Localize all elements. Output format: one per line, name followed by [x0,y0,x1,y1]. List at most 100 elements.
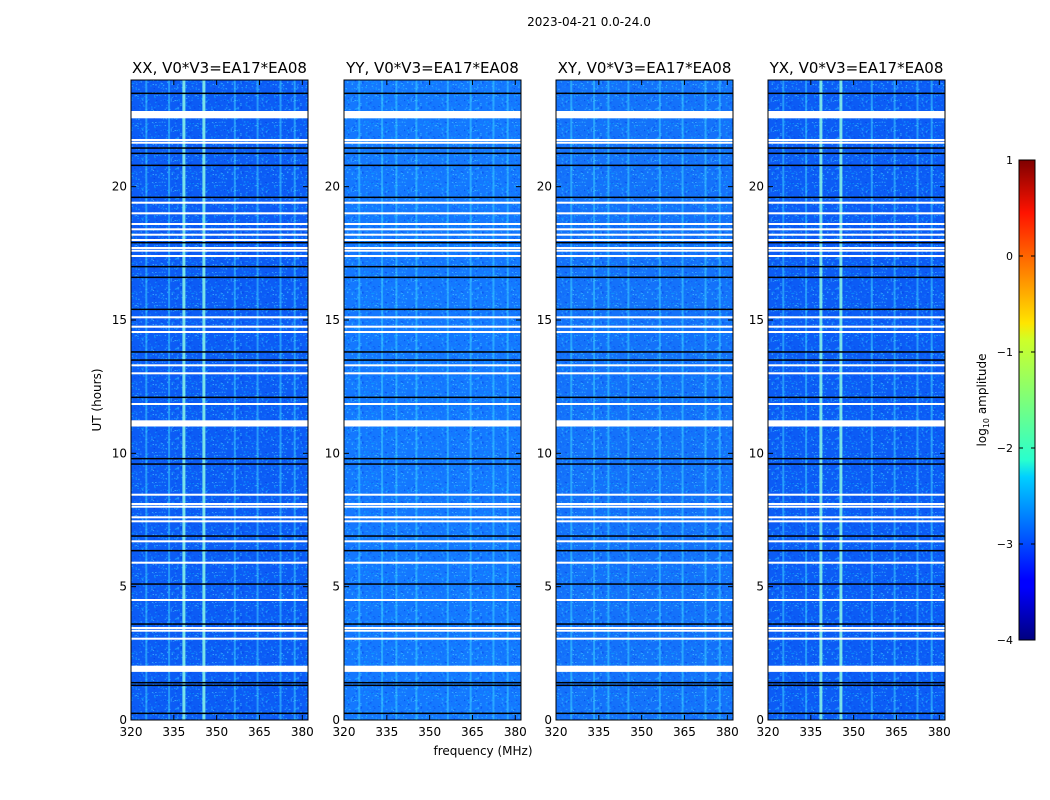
flagged-row [131,212,308,215]
y-tick-label: 15 [112,313,127,327]
rfi-streak [893,80,896,720]
colorbar-ticks: 1 0 −1 −2 −3 −4 [997,154,1035,647]
rfi-streak [256,80,259,720]
dark-row [344,196,521,199]
flagged-row [768,599,945,601]
dark-row [768,351,945,353]
x-tick-label: 365 [673,725,696,739]
flagged-row [131,421,308,427]
rfi-streak [916,80,919,720]
flagged-row [131,316,308,319]
flagged-row [556,665,733,668]
x-tick-label: 335 [375,725,398,739]
flagged-row [131,116,308,119]
dark-row [556,359,733,361]
flagged-row [344,212,521,215]
flagged-row [131,141,308,144]
dark-row [768,164,945,167]
flagged-row [556,561,733,564]
x-tick-label: 365 [885,725,908,739]
flagged-row [344,201,521,204]
dark-row [131,308,308,311]
flagged-row [556,520,733,523]
y-tick-label: 20 [749,180,764,194]
flagged-row [768,493,945,496]
y-tick-label: 10 [325,446,340,460]
y-tick-label: 5 [544,580,552,594]
flagged-row [131,540,308,543]
flagged-row [556,629,733,632]
dark-row [131,265,308,268]
dark-row [344,583,521,585]
y-tick-label: 0 [756,713,764,727]
flagged-row [768,325,945,328]
flagged-row [344,540,521,543]
x-tick-label: 350 [842,725,865,739]
flagged-row [131,420,308,423]
colorbar-tick-label: 0 [1006,250,1013,263]
flagged-row [344,516,521,519]
rfi-streak [870,80,873,720]
dark-row [768,623,945,625]
rfi-streak [446,80,449,720]
rfi-streak [839,80,843,720]
panel-frame [555,79,734,721]
flagged-row [131,503,308,505]
flagged-row [768,420,945,423]
flagged-row [768,228,945,231]
colorbar: 10−1−2−3−4 log10 amplitude [975,154,1036,647]
dark-row [768,457,945,460]
rfi-streak [930,80,933,720]
y-tick-label: 0 [119,713,127,727]
x-tick-label: 320 [120,725,143,739]
flagged-row [768,112,945,118]
dark-row [344,684,521,687]
dark-row [344,535,521,537]
flagged-row [556,666,733,672]
y-tick-label: 20 [537,180,552,194]
y-tick-label: 10 [749,446,764,460]
flagged-row [768,665,945,668]
flagged-row [131,665,308,668]
dark-row [556,583,733,585]
dark-row [768,92,945,95]
dark-row [768,463,945,465]
flagged-row [556,505,733,508]
rfi-streak [627,80,630,720]
flagged-row [344,665,521,668]
x-tick-label: 320 [333,725,356,739]
colorbar-tick-label: −1 [997,346,1013,359]
flagged-row [768,505,945,508]
flagged-row [768,116,945,119]
flagged-row [556,316,733,319]
dark-row [344,549,521,552]
flagged-row [131,403,308,405]
flagged-row [344,493,521,496]
colorbar-label-rest: amplitude [975,354,989,418]
dark-row [131,351,308,353]
rfi-streak [469,80,472,720]
x-tick-label: 380 [716,725,739,739]
x-tick-label: 335 [799,725,822,739]
flagged-row [556,503,733,505]
dark-row [131,549,308,552]
rfi-streak [593,80,596,720]
flagged-row [131,637,308,640]
flagged-row [556,249,733,252]
dark-row [768,359,945,361]
dark-row [131,681,308,684]
flagged-row [344,233,521,236]
colorbar-label-log: log [975,428,989,446]
flagged-row [768,249,945,252]
dark-row [556,457,733,460]
y-tick-label: 15 [325,313,340,327]
y-axis-label: UT (hours) [90,368,104,431]
dark-row [768,152,945,155]
dark-row [556,684,733,687]
panel-1: XX, V0*V3=EA17*EA08 320 335 350 365 380 0 5 10 15… [112,59,314,739]
dark-row [344,457,521,460]
flagged-row [556,364,733,367]
flagged-row [768,629,945,632]
flagged-row [131,520,308,523]
flagged-row [556,228,733,231]
